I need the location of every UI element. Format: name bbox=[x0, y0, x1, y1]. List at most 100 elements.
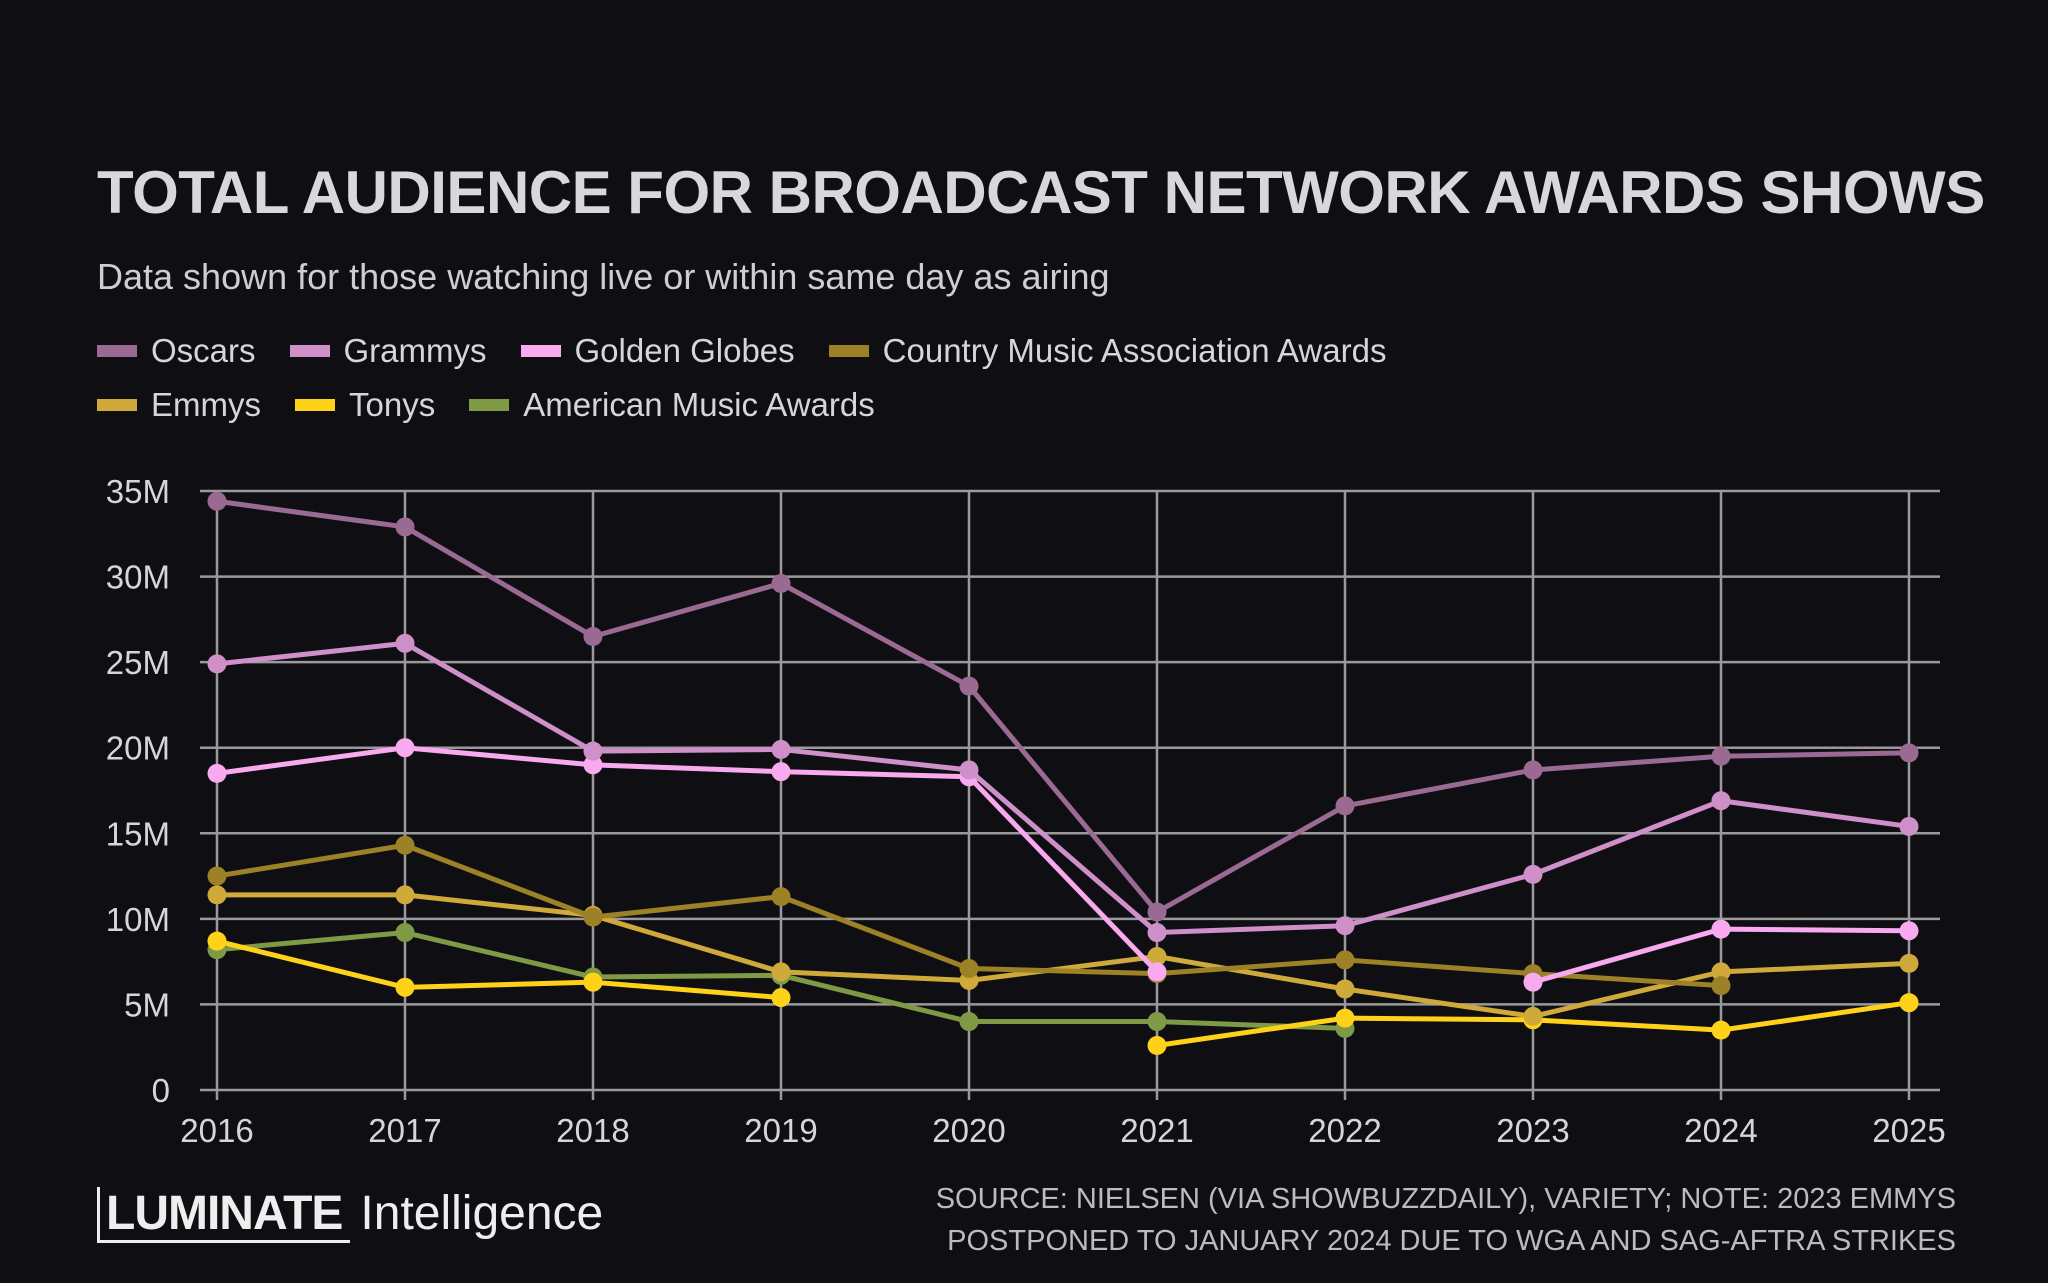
data-point-country-music-association-awards bbox=[959, 958, 979, 978]
data-point-american-music-awards bbox=[1147, 1012, 1167, 1032]
data-point-golden-globes bbox=[1147, 962, 1167, 982]
data-point-grammys bbox=[1523, 864, 1543, 884]
data-point-oscars bbox=[1335, 796, 1355, 816]
x-tick-label: 2017 bbox=[368, 1112, 441, 1149]
legend-row-1: Oscars Grammys Golden Globes Country Music … bbox=[97, 332, 1386, 370]
legend-label: Oscars bbox=[151, 332, 256, 369]
x-tick-label: 2025 bbox=[1872, 1112, 1945, 1149]
data-point-country-music-association-awards bbox=[207, 866, 227, 886]
data-point-tonys bbox=[395, 977, 415, 997]
legend-item-country-music-association-awards: Country Music Association Awards bbox=[828, 332, 1387, 370]
series-line-oscars bbox=[216, 498, 1910, 915]
data-point-emmys bbox=[771, 962, 791, 982]
x-tick-label: 2016 bbox=[180, 1112, 253, 1149]
data-point-american-music-awards bbox=[395, 923, 415, 943]
data-point-golden-globes bbox=[1711, 919, 1731, 939]
x-tick-label: 2019 bbox=[744, 1112, 817, 1149]
data-point-oscars bbox=[1523, 760, 1543, 780]
data-point-country-music-association-awards bbox=[771, 887, 791, 907]
data-point-country-music-association-awards bbox=[1335, 950, 1355, 970]
chart-subtitle: Data shown for those watching live or wi… bbox=[97, 256, 1110, 297]
y-tick-label: 15M bbox=[106, 815, 170, 852]
data-point-emmys bbox=[395, 885, 415, 905]
y-tick-label: 20M bbox=[106, 730, 170, 767]
legend-swatch bbox=[469, 399, 510, 411]
legend-item-grammys: Grammys bbox=[289, 332, 487, 370]
source-note: SOURCE: NIELSEN (VIA SHOWBUZZDAILY), VAR… bbox=[936, 1178, 1956, 1262]
data-point-grammys bbox=[583, 741, 603, 761]
y-tick-label: 10M bbox=[106, 901, 170, 938]
data-point-tonys bbox=[1335, 1008, 1355, 1028]
series-line-emmys bbox=[217, 892, 1910, 1019]
data-point-golden-globes bbox=[207, 763, 227, 783]
data-point-oscars bbox=[1147, 902, 1167, 922]
data-point-emmys bbox=[1335, 979, 1355, 999]
x-tick-label: 2020 bbox=[932, 1112, 1005, 1149]
data-point-tonys bbox=[583, 972, 603, 992]
data-point-emmys bbox=[1523, 1006, 1543, 1026]
legend-swatch bbox=[520, 345, 561, 357]
legend-item-golden-globes: Golden Globes bbox=[520, 332, 795, 370]
data-point-oscars bbox=[395, 517, 415, 537]
data-point-grammys bbox=[1335, 916, 1355, 936]
source-line-2: POSTPONED TO JANUARY 2024 DUE TO WGA AND… bbox=[947, 1225, 1956, 1257]
legend-item-oscars: Oscars bbox=[97, 332, 256, 370]
data-point-country-music-association-awards bbox=[1711, 976, 1731, 996]
data-point-grammys bbox=[1711, 791, 1731, 811]
legend-item-emmys: Emmys bbox=[97, 386, 261, 424]
legend-swatch bbox=[289, 345, 330, 357]
data-point-american-music-awards bbox=[959, 1012, 979, 1032]
x-tick-label: 2024 bbox=[1684, 1112, 1757, 1149]
data-point-emmys bbox=[207, 885, 227, 905]
legend-label: Grammys bbox=[343, 332, 487, 369]
data-point-golden-globes bbox=[395, 738, 415, 758]
data-point-grammys bbox=[1899, 816, 1919, 836]
data-point-oscars bbox=[1711, 746, 1731, 766]
y-tick-label: 0 bbox=[152, 1072, 170, 1109]
legend-item-american-music-awards: American Music Awards bbox=[469, 386, 875, 424]
y-tick-label: 25M bbox=[106, 644, 170, 681]
data-point-tonys bbox=[1147, 1036, 1167, 1056]
logo-main: LUMINATE bbox=[97, 1187, 351, 1243]
data-point-grammys bbox=[207, 654, 227, 674]
logo-sub: Intelligence bbox=[360, 1187, 604, 1240]
data-point-golden-globes bbox=[1523, 972, 1543, 992]
x-tick-label: 2021 bbox=[1120, 1112, 1193, 1149]
data-point-tonys bbox=[1899, 993, 1919, 1013]
chart-title: TOTAL AUDIENCE FOR BROADCAST NETWORK AWA… bbox=[97, 159, 1985, 226]
data-point-grammys bbox=[771, 739, 791, 759]
data-point-emmys bbox=[1147, 947, 1167, 967]
legend-row-2: Emmys Tonys American Music Awards bbox=[97, 386, 875, 424]
legend-label: Emmys bbox=[151, 386, 261, 423]
legend-item-tonys: Tonys bbox=[295, 386, 435, 424]
data-point-oscars bbox=[207, 491, 227, 511]
data-point-grammys bbox=[1147, 923, 1167, 943]
x-tick-label: 2018 bbox=[556, 1112, 629, 1149]
x-tick-label: 2023 bbox=[1496, 1112, 1569, 1149]
legend-swatch bbox=[97, 345, 137, 357]
source-line-1: SOURCE: NIELSEN (VIA SHOWBUZZDAILY), VAR… bbox=[935, 1183, 1956, 1215]
data-point-tonys bbox=[771, 988, 791, 1008]
data-point-golden-globes bbox=[583, 755, 603, 775]
data-point-grammys bbox=[959, 760, 979, 780]
series-line-tonys bbox=[216, 938, 782, 1001]
legend-swatch bbox=[295, 399, 335, 411]
data-point-oscars bbox=[1899, 743, 1919, 763]
legend-swatch bbox=[828, 345, 869, 357]
data-point-country-music-association-awards bbox=[395, 835, 415, 855]
data-point-golden-globes bbox=[1899, 921, 1919, 941]
legend-swatch bbox=[97, 399, 137, 411]
data-point-emmys bbox=[1711, 962, 1731, 982]
legend-label: American Music Awards bbox=[523, 386, 875, 423]
data-point-golden-globes bbox=[771, 762, 791, 782]
data-point-country-music-association-awards bbox=[583, 907, 603, 927]
series-line-grammys bbox=[216, 640, 1910, 936]
legend-label: Country Music Association Awards bbox=[882, 332, 1387, 369]
y-tick-label: 30M bbox=[106, 559, 170, 596]
data-point-tonys bbox=[1711, 1020, 1731, 1040]
legend-label: Golden Globes bbox=[574, 332, 795, 369]
data-point-emmys bbox=[1899, 953, 1919, 973]
y-tick-label: 5M bbox=[124, 986, 170, 1023]
data-point-oscars bbox=[771, 573, 791, 593]
